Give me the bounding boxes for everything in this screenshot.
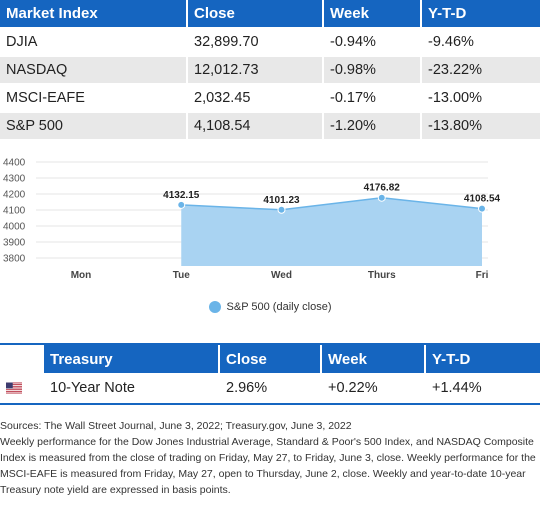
index-name: NASDAQ xyxy=(0,55,188,83)
y-tick-label: 3900 xyxy=(3,238,26,249)
area-fill xyxy=(181,197,482,266)
header-treasury: Treasury xyxy=(44,345,220,373)
header-week: Week xyxy=(322,345,426,373)
y-tick-label: 4000 xyxy=(3,222,26,233)
market-table-header: Market Index Close Week Y-T-D xyxy=(0,0,540,27)
methodology-note: Weekly performance for the Dow Jones Ind… xyxy=(0,436,536,496)
y-tick-label: 3800 xyxy=(3,254,26,265)
series-line xyxy=(181,196,483,211)
header-close: Close xyxy=(220,345,322,373)
treasury-week: +0.22% xyxy=(322,373,426,405)
index-ytd: -13.80% xyxy=(422,111,540,139)
table-row: 10-Year Note 2.96% +0.22% +1.44% xyxy=(0,373,540,405)
header-ytd: Y-T-D xyxy=(426,345,540,373)
sp500-area-chart: 3800 3900 4000 4100 4200 4300 4400 Mon Tue Wed Th… xyxy=(3,158,501,282)
index-week: -0.17% xyxy=(324,83,422,111)
index-name: DJIA xyxy=(0,27,188,55)
index-close: 12,012.73 xyxy=(188,55,324,83)
x-tick-label: Mon xyxy=(71,270,92,281)
header-close: Close xyxy=(188,0,324,27)
header-blank xyxy=(0,345,44,373)
data-point xyxy=(377,193,386,202)
market-index-table: Market Index Close Week Y-T-D DJIA 32,89… xyxy=(0,0,540,139)
legend-label: S&P 500 (daily close) xyxy=(226,301,332,314)
legend-marker xyxy=(208,301,221,314)
y-tick-label: 4400 xyxy=(3,158,26,169)
index-name: S&P 500 xyxy=(0,111,188,139)
index-ytd: -9.46% xyxy=(422,27,540,55)
x-tick-label: Thurs xyxy=(368,270,396,281)
us-flag-icon xyxy=(6,382,22,394)
table-row: NASDAQ 12,012.73 -0.98% -23.22% xyxy=(0,55,540,83)
y-axis: 3800 3900 4000 4100 4200 4300 4400 xyxy=(3,158,26,265)
index-week: -0.94% xyxy=(324,27,422,55)
index-week: -0.98% xyxy=(324,55,422,83)
index-week: -1.20% xyxy=(324,111,422,139)
index-name: MSCI-EAFE xyxy=(0,83,188,111)
header-ytd: Y-T-D xyxy=(422,0,540,27)
x-axis: Mon Tue Wed Thurs Fri xyxy=(71,270,489,281)
table-row: DJIA 32,899.70 -0.94% -9.46% xyxy=(0,27,540,55)
y-tick-label: 4300 xyxy=(3,174,26,185)
index-close: 2,032.45 xyxy=(188,83,324,111)
data-point xyxy=(277,205,286,214)
y-tick-label: 4100 xyxy=(3,206,26,217)
treasury-table: Treasury Close Week Y-T-D 10- xyxy=(0,343,540,405)
y-tick-label: 4200 xyxy=(3,190,26,201)
footnotes: Sources: The Wall Street Journal, June 3… xyxy=(0,418,536,498)
treasury-name: 10-Year Note xyxy=(44,373,220,405)
treasury-table-header: Treasury Close Week Y-T-D xyxy=(0,345,540,373)
header-market-index: Market Index xyxy=(0,0,188,27)
index-ytd: -13.00% xyxy=(422,83,540,111)
data-label: 4176.82 xyxy=(364,183,401,194)
data-labels: 4132.15 4101.23 4176.82 4108.54 xyxy=(163,183,500,206)
data-point xyxy=(177,200,186,209)
data-label: 4108.54 xyxy=(464,194,501,205)
data-label: 4101.23 xyxy=(263,195,300,206)
chart-legend: S&P 500 (daily close) xyxy=(0,301,540,314)
header-week: Week xyxy=(324,0,422,27)
data-point xyxy=(478,204,486,213)
table-row: MSCI-EAFE 2,032.45 -0.17% -13.00% xyxy=(0,83,540,111)
chart-area xyxy=(177,193,486,266)
index-ytd: -23.22% xyxy=(422,55,540,83)
flag-cell xyxy=(0,373,44,405)
x-tick-label: Wed xyxy=(271,270,292,281)
data-label: 4132.15 xyxy=(163,190,200,201)
x-tick-label: Fri xyxy=(476,270,489,281)
index-close: 4,108.54 xyxy=(188,111,324,139)
treasury-close: 2.96% xyxy=(220,373,322,405)
sources-note: Sources: The Wall Street Journal, June 3… xyxy=(0,420,352,432)
x-tick-label: Tue xyxy=(173,270,190,281)
treasury-ytd: +1.44% xyxy=(426,373,540,405)
table-row: S&P 500 4,108.54 -1.20% -13.80% xyxy=(0,111,540,139)
index-close: 32,899.70 xyxy=(188,27,324,55)
